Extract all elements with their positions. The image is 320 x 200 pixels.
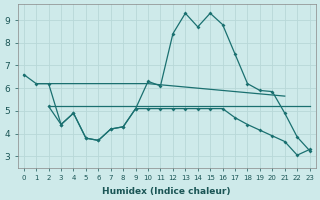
X-axis label: Humidex (Indice chaleur): Humidex (Indice chaleur) — [102, 187, 231, 196]
